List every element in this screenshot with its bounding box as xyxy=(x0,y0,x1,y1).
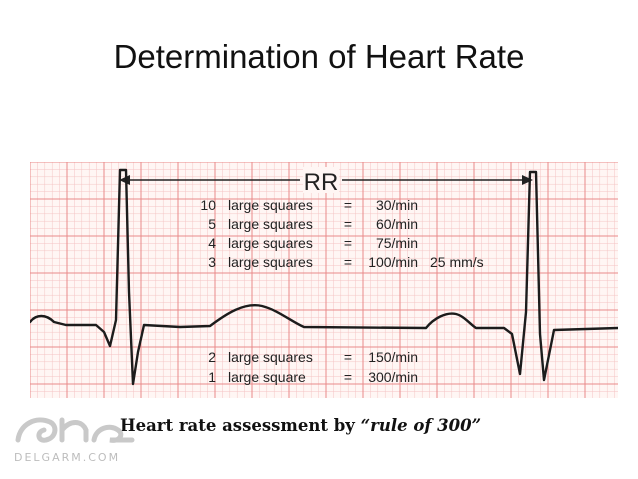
rate-row-count: 5 xyxy=(208,216,216,232)
rr-interval-arrow: RR xyxy=(119,167,533,196)
rate-row-equals: = xyxy=(344,216,352,232)
rate-row-equals: = xyxy=(344,197,352,213)
rate-row-count: 10 xyxy=(200,197,216,213)
rate-row-count: 2 xyxy=(208,349,216,365)
watermark-logo-icon xyxy=(15,417,135,443)
rate-row-unit: large squares xyxy=(228,235,313,251)
rr-label: RR xyxy=(304,169,339,196)
ecg-trace xyxy=(30,168,618,386)
paper-speed-label: 25 mm/s xyxy=(430,254,484,270)
rate-row-value: 30/min xyxy=(376,197,418,213)
rate-row-value: 75/min xyxy=(376,235,418,251)
caption: Heart rate assessment by “rule of 300” xyxy=(120,416,590,435)
rate-row-value: 300/min xyxy=(368,369,418,385)
arrow-right-head-icon xyxy=(522,175,533,185)
caption-text: Heart rate assessment by xyxy=(120,416,355,435)
ecg-svg: RR 10 large squares = 30/min 5 large squares =… xyxy=(30,162,618,398)
rate-table-lower: 2 large squares = 150/min 1 large square = 300/… xyxy=(208,349,418,385)
watermark-text: DELGARM.COM xyxy=(14,451,121,464)
watermark: DELGARM.COM xyxy=(10,402,140,472)
rate-row-unit: large squares xyxy=(228,216,313,232)
rate-row-equals: = xyxy=(344,369,352,385)
rate-row-unit: large squares xyxy=(228,254,313,270)
rate-row-unit: large square xyxy=(228,369,306,385)
ecg-strip: RR 10 large squares = 30/min 5 large squares =… xyxy=(30,162,618,398)
rate-table-upper: 10 large squares = 30/min 5 large squares = 60/… xyxy=(200,197,418,270)
rate-row-value: 100/min xyxy=(368,254,418,270)
rate-row-count: 1 xyxy=(208,369,216,385)
rate-row-unit: large squares xyxy=(228,349,313,365)
rate-row-count: 4 xyxy=(208,235,216,251)
rate-row-equals: = xyxy=(344,349,352,365)
rate-row-equals: = xyxy=(344,254,352,270)
rate-row-unit: large squares xyxy=(228,197,313,213)
caption-emphasis: “rule of 300” xyxy=(360,416,482,435)
rate-row-count: 3 xyxy=(208,254,216,270)
rate-row-value: 60/min xyxy=(376,216,418,232)
slide-title: Determination of Heart Rate xyxy=(113,38,525,75)
rate-row-value: 150/min xyxy=(368,349,418,365)
rate-row-equals: = xyxy=(344,235,352,251)
